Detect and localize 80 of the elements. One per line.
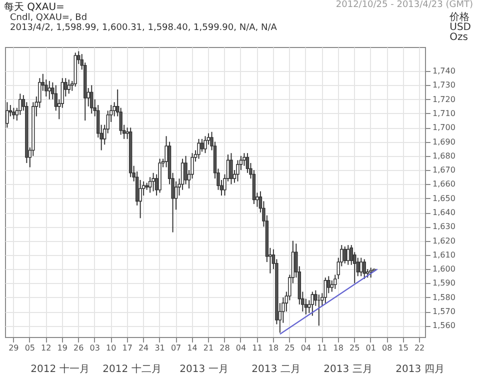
x-tick-label: 28 bbox=[220, 344, 230, 352]
x-tick-label: 14 bbox=[187, 344, 198, 352]
y-tick-label: 1,580 bbox=[432, 292, 456, 302]
y-tick-label: 1,730 bbox=[432, 80, 456, 90]
x-tick-label: 26 bbox=[74, 344, 84, 352]
x-tick-label: 18 bbox=[333, 344, 344, 352]
x-tick-label: 04 bbox=[236, 344, 246, 352]
y-tick-label: 1,610 bbox=[432, 250, 456, 260]
candlestick bbox=[230, 152, 233, 185]
y-tick-label: 1,560 bbox=[432, 321, 456, 330]
y-tick-label: 1,680 bbox=[432, 151, 456, 160]
text: 2013 四月 bbox=[396, 363, 444, 376]
chart-title: 每天 QXAU= bbox=[4, 1, 64, 13]
y-tick-label: 1,640 bbox=[432, 208, 456, 218]
x-tick-label: 19 bbox=[57, 344, 68, 352]
candlestick bbox=[90, 84, 94, 114]
candlestick bbox=[360, 257, 363, 277]
candlestick bbox=[346, 244, 350, 266]
x-tick-label: 25 bbox=[284, 344, 295, 352]
x-tick-label: 12 bbox=[41, 344, 52, 352]
text: 2013 三月 bbox=[324, 363, 372, 376]
y-tick-label: 1,700 bbox=[432, 123, 456, 132]
candlestick bbox=[184, 155, 188, 185]
x-tick-label: 11 bbox=[252, 344, 262, 352]
text: 2013 一月 bbox=[180, 363, 228, 376]
x-tick-label: 17 bbox=[122, 344, 132, 352]
candlestick bbox=[324, 277, 327, 304]
y-tick-label: 1,650 bbox=[432, 194, 456, 203]
candlestick bbox=[148, 176, 152, 194]
y-axis-title: 价格 USD Ozs bbox=[450, 12, 471, 43]
y-tick-label: 1,690 bbox=[432, 137, 456, 146]
candlestick bbox=[174, 180, 178, 210]
candlestick bbox=[242, 152, 246, 166]
y-tick-label: 1,720 bbox=[432, 94, 456, 104]
x-tick-label: 08 bbox=[382, 344, 392, 352]
x-tick-label: 22 bbox=[414, 344, 425, 352]
y-tick-label: 1,670 bbox=[432, 166, 456, 175]
candlestick bbox=[197, 138, 200, 160]
y-tick-label: 1,630 bbox=[432, 222, 456, 232]
x-tick-label: 15 bbox=[398, 344, 408, 352]
candlestick bbox=[236, 160, 240, 182]
candlestick bbox=[310, 291, 314, 316]
candlestick bbox=[200, 138, 204, 152]
y-tick-label: 1,570 bbox=[432, 307, 456, 316]
x-tick-label: 31 bbox=[154, 344, 165, 352]
y-tick-label: 1,590 bbox=[432, 278, 456, 288]
y-tick-label: 1,660 bbox=[432, 180, 456, 189]
candlestick bbox=[327, 276, 330, 294]
x-tick-label: 18 bbox=[268, 344, 279, 352]
x-tick-label: 10 bbox=[106, 344, 116, 352]
x-tick-label: 01 bbox=[366, 344, 376, 352]
x-tick-label: 03 bbox=[90, 344, 100, 352]
candlestick bbox=[48, 80, 52, 100]
y-tick-label: 1,620 bbox=[432, 236, 456, 246]
candlestick bbox=[204, 136, 207, 154]
y-tick-label: 1,710 bbox=[432, 108, 456, 118]
x-tick-label: 21 bbox=[203, 344, 214, 352]
text: 2012 十二月 bbox=[102, 362, 162, 376]
candlestick bbox=[67, 79, 70, 94]
y-tick-label: 1,600 bbox=[432, 264, 456, 274]
text: 2013 二月 bbox=[252, 363, 300, 376]
x-tick-label: 11 bbox=[317, 344, 328, 352]
x-tick-label: 04 bbox=[300, 344, 312, 352]
candlestick bbox=[6, 102, 9, 128]
x-tick-label: 25 bbox=[350, 344, 360, 352]
candlestick bbox=[12, 107, 16, 120]
text: 2013/4/2, 1,598.99, 1,600.31, 1,598.40, 1,599.90, N/A, N/A bbox=[10, 23, 277, 33]
candlestick bbox=[152, 172, 155, 192]
text: 2012 十一月 bbox=[30, 362, 90, 376]
text: 2012/10/25 - 2013/4/23 (GMT) bbox=[336, 0, 473, 12]
candlestick bbox=[369, 267, 372, 278]
candlestick bbox=[343, 246, 346, 264]
y-tick-label: 1,740 bbox=[432, 66, 456, 76]
candlestick bbox=[362, 258, 366, 280]
x-tick-label: 24 bbox=[138, 344, 149, 352]
x-tick-label: 05 bbox=[24, 344, 36, 352]
candlestick bbox=[138, 179, 142, 219]
text: Cndl, QXAU=, Bd bbox=[10, 13, 88, 23]
x-tick-label: 07 bbox=[170, 344, 182, 352]
x-tick-label: 29 bbox=[8, 344, 19, 352]
